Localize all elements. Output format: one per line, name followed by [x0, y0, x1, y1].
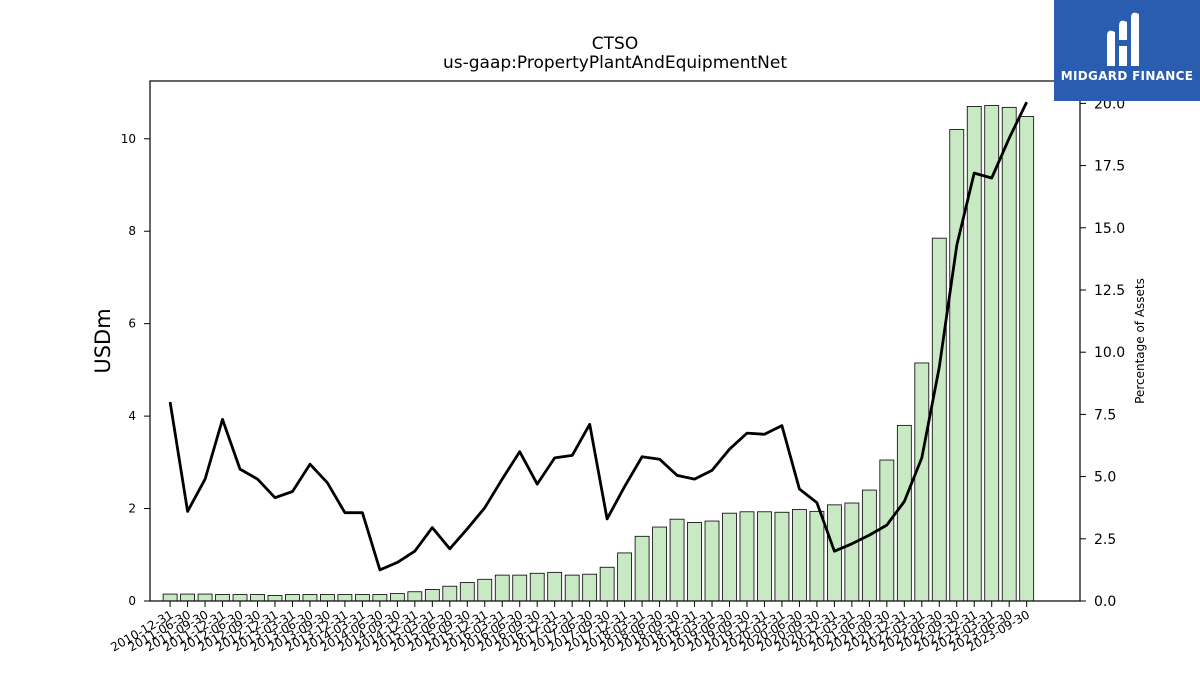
midgard-logo-icon [1107, 12, 1139, 67]
bar [949, 129, 965, 602]
bar [494, 574, 510, 602]
bar [424, 589, 440, 602]
y-right-tick-label: 5.0 [1094, 470, 1116, 486]
y-axis-right-label: Percentage of Assets [1133, 278, 1147, 404]
y-right-tick-label: 7.5 [1094, 407, 1116, 423]
bar [389, 593, 405, 602]
y-right-tick-label: 15.0 [1094, 221, 1125, 237]
bar [792, 509, 807, 602]
bar [477, 578, 493, 602]
bar [826, 504, 842, 602]
bar [372, 594, 388, 602]
bar-series [162, 105, 1035, 602]
y-tick-label: 10 [121, 132, 136, 146]
bar [547, 571, 563, 602]
series-line [168, 101, 1028, 572]
bar [267, 595, 283, 602]
bar [1019, 116, 1035, 602]
line-series [168, 101, 1028, 572]
bar [512, 574, 528, 602]
bar [809, 510, 825, 602]
bar [215, 594, 230, 602]
y-tick-label: 4 [128, 409, 136, 423]
plot-frame [149, 80, 1081, 602]
bar [722, 512, 737, 602]
y-right-tick-label: 2.5 [1094, 532, 1116, 548]
bar [861, 489, 877, 602]
bar [617, 552, 633, 602]
bar [529, 572, 545, 602]
y-tick-label: 6 [128, 317, 136, 331]
y-axis-right: 0.02.55.07.510.012.515.017.520.0 [1080, 96, 1125, 610]
y-axis-label: USDm [91, 308, 115, 373]
y-right-tick-label: 17.5 [1094, 159, 1125, 175]
bar [669, 518, 685, 602]
bar [896, 424, 912, 602]
logo: MIDGARD FINANCE [1054, 0, 1200, 101]
bar [914, 362, 930, 602]
bar [652, 526, 667, 602]
bar [302, 594, 318, 602]
y-axis-left: 0 2 4 6 8 10 [121, 132, 150, 608]
x-axis: 2010-12-312011-06-302011-09-302011-12-31… [108, 601, 1032, 654]
bar [180, 593, 195, 602]
bar [984, 105, 1000, 602]
bar [879, 459, 895, 602]
bar [966, 106, 982, 602]
bar [162, 593, 178, 602]
bar [599, 566, 615, 602]
bar [1001, 106, 1017, 602]
bar [459, 582, 475, 602]
y-tick-label: 8 [128, 224, 136, 238]
bar [355, 594, 370, 602]
bar [844, 502, 860, 602]
y-right-tick-label: 10.0 [1094, 345, 1125, 361]
y-right-tick-label: 0.0 [1094, 594, 1116, 610]
bar [757, 511, 772, 602]
bar [285, 594, 300, 602]
bar [931, 237, 947, 602]
bar [634, 535, 650, 602]
bar [564, 574, 580, 602]
logo-text: MIDGARD FINANCE [1060, 69, 1194, 83]
chart-title: CTSO [592, 34, 638, 54]
y-right-tick-label: 12.5 [1094, 283, 1125, 299]
bar [442, 585, 458, 602]
chart-subtitle: us-gaap:PropertyPlantAndEquipmentNet [443, 53, 787, 73]
bar [250, 594, 265, 602]
y-tick-label: 0 [128, 594, 136, 608]
bar [320, 594, 335, 602]
bar [197, 593, 213, 602]
bar [704, 520, 720, 602]
bar [407, 591, 423, 602]
bar [232, 594, 248, 602]
y-tick-label: 2 [128, 502, 136, 516]
bar [337, 594, 353, 602]
bar [687, 522, 702, 602]
bar [774, 511, 790, 602]
bar [739, 511, 755, 602]
bar [582, 573, 598, 602]
